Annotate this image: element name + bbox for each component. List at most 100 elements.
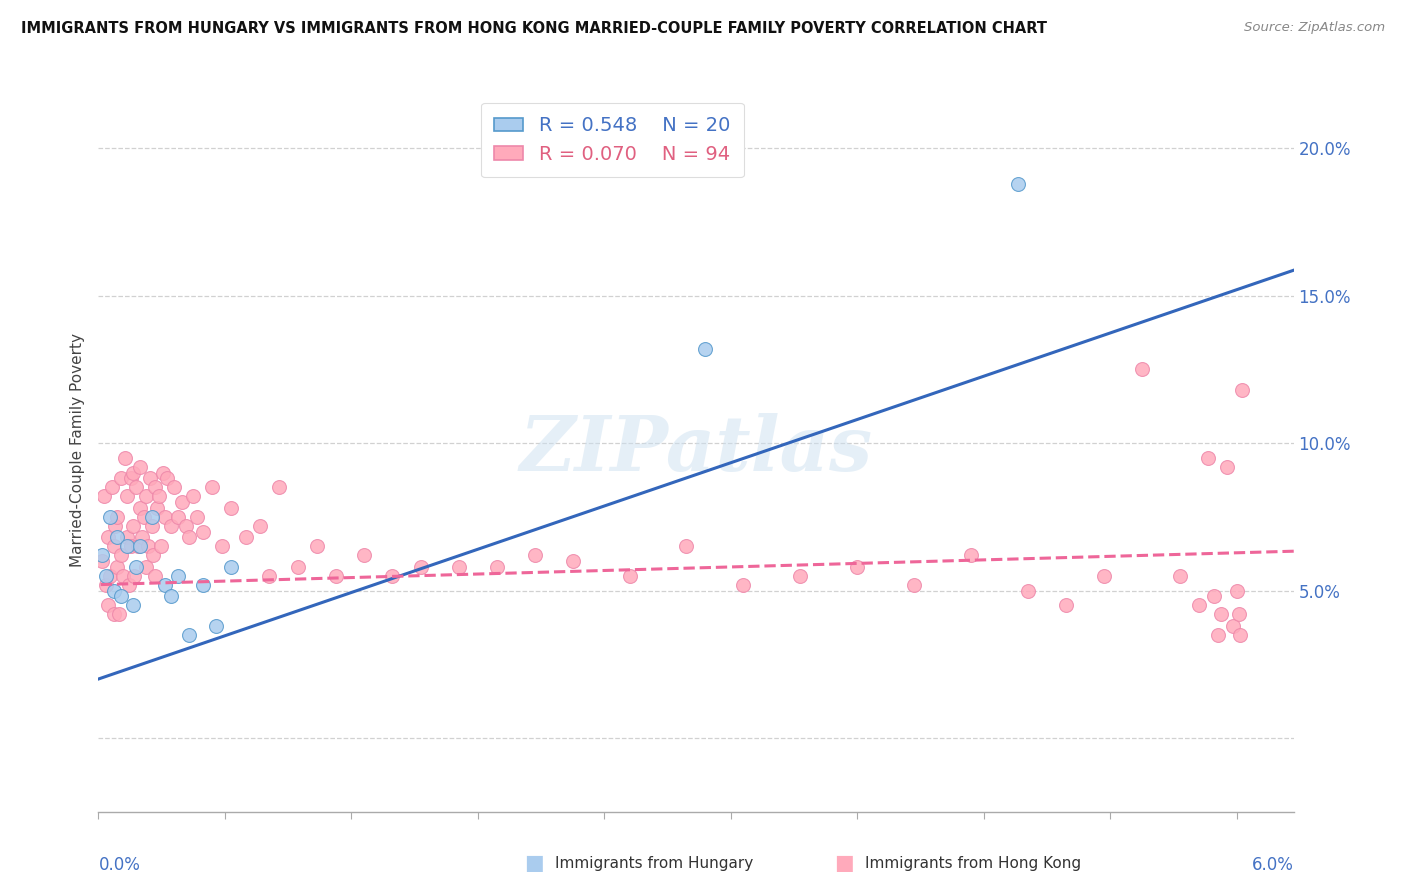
Point <box>94 569 117 583</box>
Point <box>1222 619 1244 633</box>
Point <box>121 518 143 533</box>
Point <box>163 480 186 494</box>
Point <box>104 518 127 533</box>
Point <box>1188 599 1211 613</box>
Point <box>447 560 470 574</box>
Text: ■: ■ <box>524 854 544 873</box>
Point <box>159 518 181 533</box>
Point <box>1197 450 1219 465</box>
Point <box>120 471 142 485</box>
Point <box>1229 628 1251 642</box>
Point <box>174 518 197 533</box>
Point <box>115 531 138 545</box>
Point <box>191 577 214 591</box>
Point <box>179 628 201 642</box>
Point <box>143 569 166 583</box>
Point <box>1206 628 1229 642</box>
Point <box>148 489 170 503</box>
Point <box>115 489 138 503</box>
Point <box>695 342 717 356</box>
Text: 6.0%: 6.0% <box>1251 856 1294 874</box>
Point <box>153 509 176 524</box>
Point <box>103 607 125 621</box>
Point <box>125 560 148 574</box>
Point <box>170 495 193 509</box>
Point <box>305 539 328 553</box>
Point <box>129 459 152 474</box>
Point <box>143 480 166 494</box>
Point <box>287 560 309 574</box>
Point <box>1054 599 1077 613</box>
Point <box>1007 177 1029 191</box>
Point <box>114 450 136 465</box>
Point <box>91 548 114 562</box>
Point <box>136 539 159 553</box>
Point <box>112 569 135 583</box>
Point <box>153 577 176 591</box>
Point <box>1232 383 1254 397</box>
Text: IMMIGRANTS FROM HUNGARY VS IMMIGRANTS FROM HONG KONG MARRIED-COUPLE FAMILY POVER: IMMIGRANTS FROM HUNGARY VS IMMIGRANTS FR… <box>21 21 1047 36</box>
Point <box>98 509 121 524</box>
Point <box>235 531 257 545</box>
Point <box>249 518 271 533</box>
Text: Immigrants from Hong Kong: Immigrants from Hong Kong <box>865 856 1081 871</box>
Point <box>561 554 583 568</box>
Point <box>409 560 432 574</box>
Point <box>110 590 132 604</box>
Point <box>125 480 148 494</box>
Point <box>105 560 128 574</box>
Point <box>1168 569 1191 583</box>
Point <box>135 560 157 574</box>
Point <box>127 539 149 553</box>
Point <box>523 548 546 562</box>
Point <box>219 500 242 515</box>
Point <box>91 554 114 568</box>
Point <box>105 509 128 524</box>
Point <box>142 548 165 562</box>
Point <box>179 531 201 545</box>
Point <box>120 539 142 553</box>
Point <box>1227 607 1250 621</box>
Point <box>131 531 153 545</box>
Point <box>186 509 208 524</box>
Point <box>124 569 146 583</box>
Point <box>103 539 125 553</box>
Point <box>619 569 641 583</box>
Point <box>1226 583 1249 598</box>
Point <box>110 471 132 485</box>
Point <box>1130 362 1153 376</box>
Text: ■: ■ <box>834 854 853 873</box>
Point <box>191 524 214 539</box>
Point <box>205 619 228 633</box>
Point <box>960 548 983 562</box>
Point <box>159 590 181 604</box>
Point <box>257 569 280 583</box>
Point <box>267 480 290 494</box>
Point <box>846 560 869 574</box>
Point <box>211 539 233 553</box>
Point <box>789 569 811 583</box>
Text: Immigrants from Hungary: Immigrants from Hungary <box>555 856 754 871</box>
Point <box>94 577 117 591</box>
Point <box>105 531 128 545</box>
Point <box>181 489 204 503</box>
Point <box>110 548 132 562</box>
Point <box>903 577 925 591</box>
Point <box>1216 459 1239 474</box>
Point <box>129 539 152 553</box>
Text: Source: ZipAtlas.com: Source: ZipAtlas.com <box>1244 21 1385 34</box>
Point <box>381 569 404 583</box>
Point <box>108 607 131 621</box>
Point <box>150 539 173 553</box>
Point <box>103 583 125 598</box>
Point <box>118 577 141 591</box>
Point <box>675 539 697 553</box>
Text: 0.0%: 0.0% <box>98 856 141 874</box>
Point <box>97 599 120 613</box>
Point <box>733 577 755 591</box>
Point <box>1202 590 1225 604</box>
Point <box>98 569 121 583</box>
Point <box>201 480 224 494</box>
Point <box>100 480 122 494</box>
Point <box>325 569 347 583</box>
